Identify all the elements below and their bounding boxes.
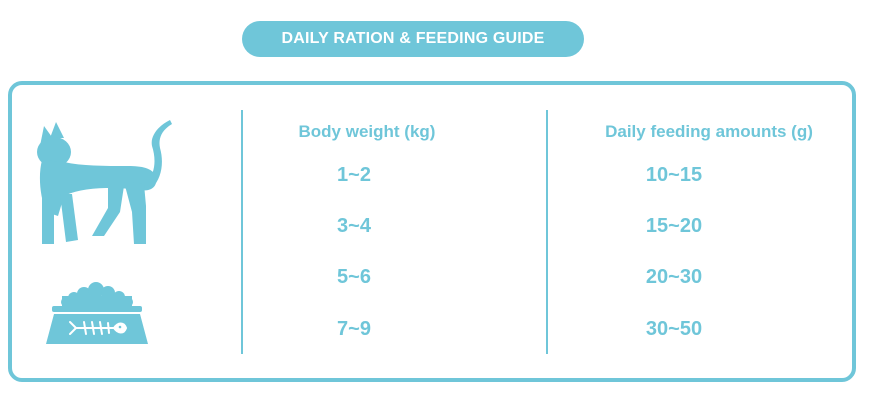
feeding-guide-card	[8, 81, 856, 382]
body-weight-header: Body weight (kg)	[298, 122, 436, 141]
amount-cell: 20~30	[645, 266, 703, 288]
feeding-amount-header: Daily feeding amounts (g)	[605, 122, 813, 141]
weight-cell: 7~9	[337, 318, 371, 340]
amount-cell: 30~50	[645, 318, 703, 340]
weight-cell: 3~4	[337, 215, 371, 237]
weight-cell: 1~2	[337, 164, 371, 186]
food-bowl-icon	[46, 282, 148, 344]
column-divider	[546, 110, 548, 354]
amount-cell: 15~20	[645, 215, 703, 237]
page-title: DAILY RATION & FEEDING GUIDE	[242, 21, 584, 57]
cat-silhouette-icon	[37, 120, 172, 244]
column-divider	[241, 110, 243, 354]
weight-cell: 5~6	[337, 266, 371, 288]
amount-cell: 10~15	[645, 164, 703, 186]
